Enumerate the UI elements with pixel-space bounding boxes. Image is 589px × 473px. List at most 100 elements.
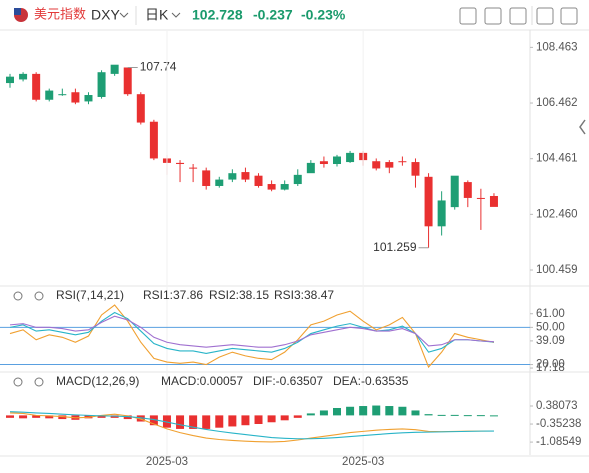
legend-entry: RSI1:37.86 <box>143 288 203 302</box>
histogram-bar <box>306 413 315 416</box>
gear-icon[interactable] <box>34 291 44 301</box>
histogram-bar <box>372 405 381 416</box>
candle-body <box>189 167 198 169</box>
indicator-button[interactable] <box>459 7 477 25</box>
histogram-bar <box>176 415 185 429</box>
histogram-bar <box>215 415 224 428</box>
histogram-bar <box>463 415 472 417</box>
histogram-bar <box>424 414 433 416</box>
y-tick-label: 100.459 <box>536 264 578 276</box>
candle-body <box>241 172 250 180</box>
histogram-bar <box>19 415 28 419</box>
legend-entry: RSI2:38.15 <box>209 288 269 302</box>
histogram-bar <box>136 415 145 422</box>
candle-body <box>71 92 80 103</box>
candle-body <box>372 161 381 169</box>
candle-body <box>489 195 498 207</box>
histogram-bar <box>385 406 394 416</box>
y-tick-label: 20.00 <box>536 359 565 371</box>
histogram-bar <box>319 410 328 416</box>
candle-body <box>398 161 407 163</box>
candle-body <box>202 170 211 186</box>
y-tick-label: 0.38073 <box>536 400 578 412</box>
legend-entry: DEA:-0.63535 <box>333 374 409 388</box>
expand-button[interactable] <box>536 7 554 25</box>
candle-body <box>267 184 276 190</box>
histogram-bar <box>450 414 459 416</box>
candle-body <box>176 162 185 165</box>
candle-body <box>333 156 341 165</box>
candle-body <box>84 95 93 102</box>
y-tick-label: 61.00 <box>536 308 565 320</box>
candle-body <box>19 73 28 80</box>
style-button[interactable] <box>509 7 527 25</box>
histogram-bar <box>189 415 198 429</box>
candle-body <box>293 174 302 185</box>
candle-body <box>6 76 14 84</box>
histogram-bar <box>267 415 276 423</box>
candle-body <box>215 179 224 186</box>
change: -0.237 <box>253 7 293 23</box>
histogram-bar <box>280 415 289 421</box>
histogram-bar <box>241 415 250 426</box>
toolbar: 美元指数 DXY 日K 102.728 -0.237 -0.23% <box>14 6 578 25</box>
candle-body <box>319 161 328 165</box>
histogram-bar <box>32 415 41 418</box>
candle-body <box>97 72 106 97</box>
histogram-bar <box>359 406 368 416</box>
histogram-bar <box>333 407 341 416</box>
indicator-line <box>9 411 494 440</box>
candle-body <box>58 94 67 96</box>
candle-body <box>437 200 446 227</box>
y-tick-label: 106.462 <box>536 97 578 109</box>
legend-entry: DIF:-0.63507 <box>253 374 323 388</box>
histogram-bar <box>293 415 302 418</box>
draw-button[interactable] <box>484 7 502 25</box>
candle-body <box>32 73 41 100</box>
candle-body <box>149 121 158 159</box>
histogram-bar <box>228 415 237 427</box>
indicator-line <box>9 304 495 369</box>
symbol[interactable]: DXY <box>91 7 120 23</box>
y-tick-label: 102.460 <box>536 208 578 220</box>
high-annotation: 107.74 <box>140 60 177 74</box>
dropdown-arrow[interactable] <box>119 12 129 18</box>
histogram-bar <box>149 415 158 426</box>
histogram-bar <box>254 415 263 424</box>
candle-body <box>123 67 132 95</box>
candle-body <box>411 162 420 176</box>
candle-body <box>450 175 459 208</box>
eye-icon[interactable] <box>13 377 23 387</box>
y-tick-label: 104.461 <box>536 153 578 165</box>
candle-body <box>346 152 355 163</box>
histogram-bar <box>346 406 355 416</box>
y-tick-label: -0.35238 <box>536 418 581 430</box>
candle-body <box>254 175 263 186</box>
histogram-bar <box>476 415 485 417</box>
histogram-bar <box>123 415 132 420</box>
candle-body <box>463 182 472 198</box>
candle-body <box>228 173 237 180</box>
y-tick-label: 17.18 <box>536 362 565 374</box>
histogram-bar <box>398 406 407 416</box>
candle-body <box>136 94 145 123</box>
dropdown-arrow[interactable] <box>171 12 181 18</box>
histogram-bar <box>58 415 67 420</box>
change-pct: -0.23% <box>301 7 346 23</box>
collapse-arrow[interactable] <box>579 119 586 135</box>
low-annotation: 101.259 <box>373 240 417 254</box>
y-tick-label: 39.09 <box>536 335 565 347</box>
indicator-line <box>9 412 494 443</box>
index-name[interactable]: 美元指数 <box>34 6 86 21</box>
settings-button[interactable] <box>560 7 578 25</box>
legend-entry: MACD:0.00057 <box>161 374 243 388</box>
gear-icon[interactable] <box>34 377 44 387</box>
eye-icon[interactable] <box>13 291 23 301</box>
indicator-title: MACD(12,26,9) <box>56 374 139 388</box>
period[interactable]: 日K <box>145 7 169 23</box>
flag-canton <box>14 8 21 15</box>
candle-body <box>110 64 119 74</box>
indicator-line <box>9 315 494 348</box>
histogram-bar <box>45 415 54 419</box>
